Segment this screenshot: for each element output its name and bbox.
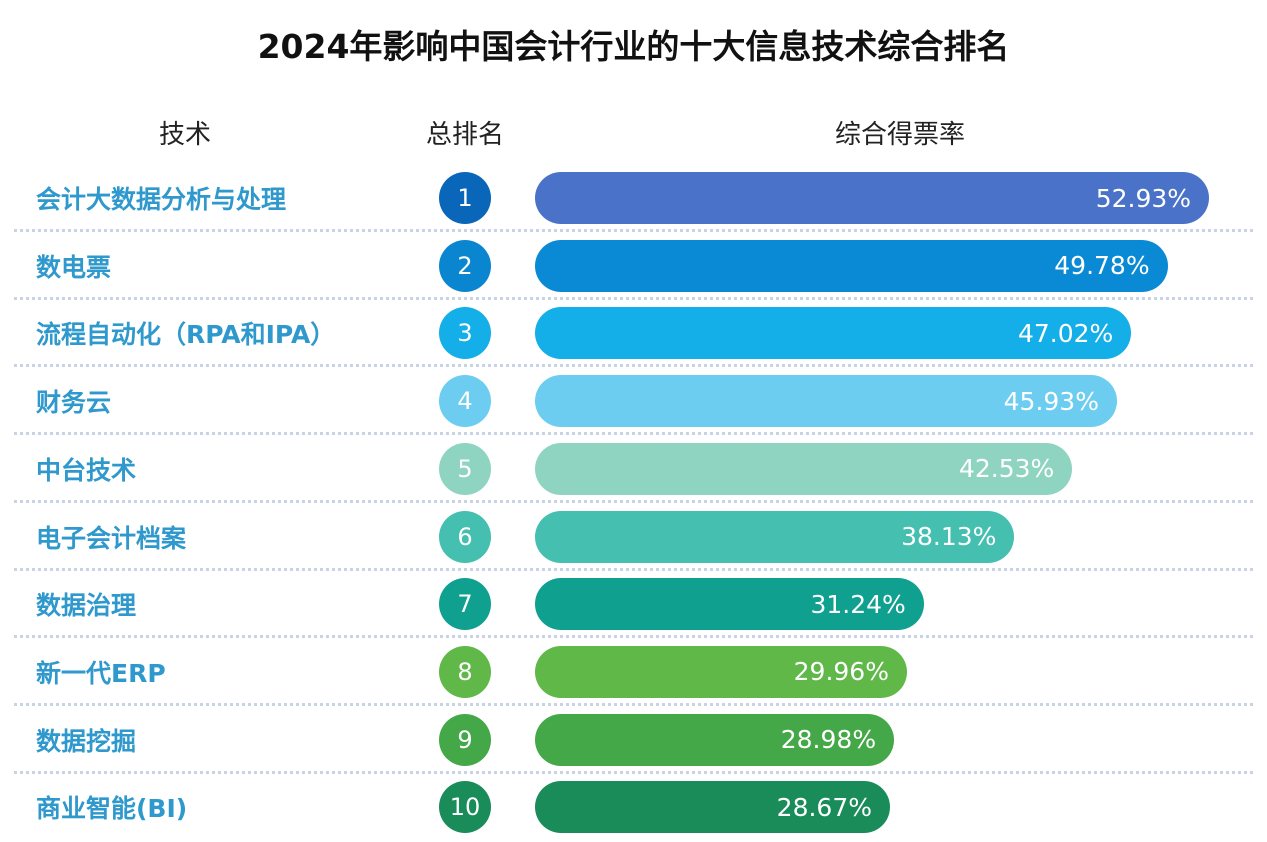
bar: 28.67% [535,781,890,834]
value-label: 49.78% [1054,251,1150,281]
bar: 29.96% [535,645,907,698]
bar: 42.53% [535,442,1073,495]
chart-row: 数据挖掘 9 28.98% [0,706,1267,774]
bar: 38.13% [535,510,1015,563]
value-label: 47.02% [1017,318,1114,348]
row-divider [14,770,1253,774]
bar: 52.93% [535,172,1210,224]
rank-badge: 1 [439,172,491,224]
category-label: 财务云 [36,388,112,418]
rank-badge: 2 [439,239,491,292]
category-label: 商业智能(BI) [36,794,188,824]
row-divider [14,499,1253,503]
row-divider [14,567,1253,571]
category-label: 中台技术 [36,455,137,485]
chart-row: 数据治理 7 31.24% [0,570,1267,639]
row-divider [14,635,1253,639]
rank-badge: 8 [439,645,491,698]
bar: 47.02% [535,307,1132,360]
rank-badge: 9 [439,713,491,766]
category-label: 会计大数据分析与处理 [36,185,287,214]
chart-row: 会计大数据分析与处理 1 52.93% [0,164,1267,232]
category-label: 电子会计档案 [36,523,187,553]
chart-row: 中台技术 5 42.53% [0,435,1267,503]
row-divider [14,702,1253,706]
chart-row: 财务云 4 45.93% [0,367,1267,436]
column-header-rank: 总排名 [425,120,504,150]
rank-badge: 3 [439,307,491,360]
rank-badge: 10 [439,781,491,834]
rank-badge: 4 [439,375,491,428]
row-divider [14,364,1253,368]
category-label: 数电票 [36,252,112,282]
value-label: 29.96% [793,657,889,687]
bar: 31.24% [535,578,924,631]
column-header-technology: 技术 [158,120,211,150]
value-label: 38.13% [901,522,997,551]
value-label: 42.53% [958,454,1055,484]
category-label: 新一代ERP [36,658,166,688]
chart-title: 2024年影响中国会计行业的十大信息技术综合排名 [257,27,1010,66]
value-label: 31.24% [810,589,906,619]
value-label: 28.67% [776,792,872,822]
category-label: 数据挖掘 [36,726,137,756]
rank-badge: 7 [439,578,491,631]
category-label: 流程自动化（RPA和IPA） [36,320,336,350]
value-label: 45.93% [1003,386,1099,416]
chart-row: 商业智能(BI) 10 28.67% [0,773,1267,841]
chart-row: 新一代ERP 8 29.96% [0,638,1267,706]
row-divider [14,432,1253,436]
row-divider [14,229,1253,232]
column-header-vote-rate: 综合得票率 [834,120,965,150]
bar: 28.98% [535,713,895,766]
value-label: 52.93% [1095,183,1192,213]
chart-row: 电子会计档案 6 38.13% [0,503,1267,571]
category-label: 数据治理 [36,591,137,621]
rank-badge: 5 [439,442,491,495]
chart-row: 数电票 2 49.78% [0,232,1267,300]
rank-badge: 6 [439,510,491,563]
bar: 45.93% [535,375,1117,428]
chart-row: 流程自动化（RPA和IPA） 3 47.02% [0,299,1267,368]
bar: 49.78% [535,239,1168,292]
value-label: 28.98% [780,725,877,755]
row-divider [14,296,1253,300]
